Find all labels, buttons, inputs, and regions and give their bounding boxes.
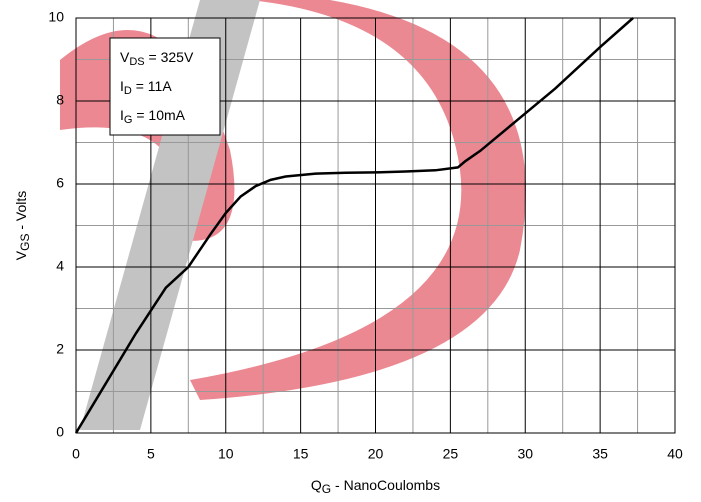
- x-tick-label: 10: [218, 446, 234, 462]
- annotation-main: I: [120, 78, 124, 94]
- series-line: [74, 17, 634, 434]
- x-tick-label: 40: [667, 446, 683, 462]
- x-axis-label-main: Q: [311, 477, 322, 493]
- annotation: ID = 11A: [120, 78, 172, 97]
- annotation: VDS = 325V: [120, 49, 194, 68]
- x-tick-label: 15: [293, 446, 309, 462]
- x-tick-label: 5: [147, 446, 155, 462]
- annotation-sub: DS: [129, 56, 144, 68]
- annotation: IG = 10mA: [120, 107, 186, 126]
- y-tick-label: 2: [56, 341, 64, 357]
- annotation-rest: = 325V: [145, 49, 194, 65]
- x-tick-label: 0: [72, 446, 80, 462]
- x-axis-label: QG - NanoCoulombs: [311, 477, 440, 496]
- annotation-sub: G: [124, 114, 133, 126]
- y-tick-label: 0: [56, 424, 64, 440]
- y-tick-label: 6: [56, 175, 64, 191]
- y-axis-label-rest: - Volts: [13, 191, 29, 234]
- watermark-red-arc: [190, 0, 526, 400]
- y-axis-label-main: V: [13, 250, 29, 260]
- x-tick-label: 35: [592, 446, 608, 462]
- y-tick-label: 4: [56, 258, 64, 274]
- x-axis-label-rest: - NanoCoulombs: [331, 477, 440, 493]
- annotation-sub: D: [124, 85, 132, 97]
- y-axis-label-sub: GS: [18, 234, 32, 251]
- x-tick-label: 25: [443, 446, 459, 462]
- annotation-rest: = 11A: [132, 78, 172, 94]
- annotation-main: V: [120, 49, 130, 65]
- annotation-rest: = 10mA: [132, 107, 185, 123]
- y-tick-label: 8: [56, 92, 64, 108]
- y-tick-label: 10: [48, 9, 64, 25]
- x-axis-label-sub: G: [322, 482, 331, 496]
- annotation-main: I: [120, 107, 124, 123]
- y-axis-label: VGS - Volts: [13, 191, 32, 260]
- x-tick-label: 30: [517, 446, 533, 462]
- x-tick-label: 20: [368, 446, 384, 462]
- annotation-box: [109, 37, 221, 136]
